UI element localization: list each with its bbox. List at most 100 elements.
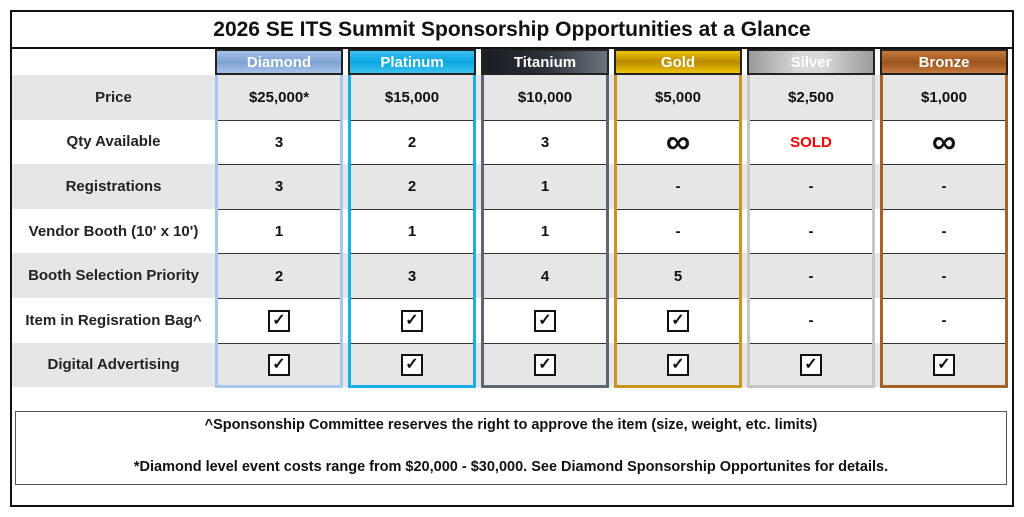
- row-label: Booth Selection Priority: [28, 267, 199, 285]
- row-label: Vendor Booth (10' x 10'): [28, 222, 199, 240]
- cell-value: -: [808, 267, 814, 285]
- cell-value: $2,500: [788, 88, 834, 106]
- table-cell: ✓: [617, 298, 739, 343]
- table-cell: ✓: [883, 342, 1005, 388]
- row-stripe: [12, 75, 1007, 120]
- table-cell: -: [750, 208, 872, 254]
- table-cell: ∞: [617, 119, 739, 165]
- table-cell: 1: [351, 208, 473, 254]
- table-cell: 1: [218, 208, 340, 254]
- row-label: Qty Available: [66, 133, 161, 151]
- row-stripe: [12, 253, 1007, 298]
- row-label: Digital Advertising: [47, 356, 180, 374]
- checkbox-checked-icon: ✓: [534, 354, 556, 377]
- table-cell: -: [750, 164, 872, 209]
- table-cell: $15,000: [351, 75, 473, 120]
- cell-value: 2: [274, 267, 284, 285]
- table-cell: 2: [351, 119, 473, 165]
- row-label: Price: [95, 88, 132, 106]
- tier-header: Platinum: [348, 49, 476, 75]
- footnote-item-bag: ^Sponsonship Committee reserves the righ…: [204, 417, 818, 433]
- cell-value: $25,000*: [248, 88, 310, 106]
- checkbox-checked-icon: ✓: [667, 309, 689, 332]
- table-cell: 3: [218, 119, 340, 165]
- table-cell: $5,000: [617, 75, 739, 120]
- table-cell: -: [883, 253, 1005, 298]
- table-cell: 3: [351, 253, 473, 298]
- checkbox-checked-icon: ✓: [800, 354, 822, 377]
- cell-value: -: [675, 178, 681, 196]
- checkbox-checked-icon: ✓: [401, 354, 423, 377]
- tier-column-diamond: Diamond $25,000* 3 3 1 2 ✓ ✓: [215, 49, 343, 388]
- table-cell: ✓: [617, 342, 739, 388]
- row-stripe: [12, 342, 1007, 388]
- cell-value: 4: [540, 267, 550, 285]
- table-cell: 3: [484, 119, 606, 165]
- table-cell: 1: [484, 164, 606, 209]
- cell-value: $1,000: [921, 88, 967, 106]
- tier-column-titanium: Titanium $10,000 3 1 1 4 ✓ ✓: [481, 49, 609, 388]
- table-cell: ✓: [218, 342, 340, 388]
- cell-value: 1: [540, 178, 550, 196]
- checkbox-checked-icon: ✓: [667, 354, 689, 377]
- cell-value: $5,000: [655, 88, 701, 106]
- table-cell: -: [750, 298, 872, 343]
- cell-value: 3: [540, 133, 550, 151]
- table-cell: ✓: [750, 342, 872, 388]
- table-cell: $2,500: [750, 75, 872, 120]
- footnotes-box: ^Sponsonship Committee reserves the righ…: [15, 411, 1007, 485]
- table-cell: ✓: [218, 298, 340, 343]
- table-cell: 1: [484, 208, 606, 254]
- table-cell: ✓: [484, 342, 606, 388]
- tier-column-bronze: Bronze $1,000 ∞ - - - - ✓: [880, 49, 1008, 388]
- tier-column-gold: Gold $5,000 ∞ - - 5 ✓ ✓: [614, 49, 742, 388]
- checkbox-checked-icon: ✓: [268, 354, 290, 377]
- cell-value: 2: [407, 178, 417, 196]
- tier-header: Titanium: [481, 49, 609, 75]
- table-cell: -: [750, 253, 872, 298]
- cell-value: $15,000: [384, 88, 440, 106]
- table-cell: -: [883, 208, 1005, 254]
- cell-value: 1: [407, 223, 417, 241]
- cell-value: 3: [407, 267, 417, 285]
- cell-value: -: [941, 312, 947, 330]
- cell-value: 1: [540, 223, 550, 241]
- cell-value: -: [808, 312, 814, 330]
- footnote-diamond-cost: *Diamond level event costs range from $2…: [133, 459, 889, 475]
- table-cell: -: [883, 164, 1005, 209]
- checkbox-checked-icon: ✓: [933, 354, 955, 377]
- table-cell: -: [617, 208, 739, 254]
- table-cell: $1,000: [883, 75, 1005, 120]
- table-cell: ∞: [883, 119, 1005, 165]
- cell-value: -: [675, 223, 681, 241]
- table-cell: $10,000: [484, 75, 606, 120]
- table-cell: 2: [351, 164, 473, 209]
- cell-value: -: [941, 267, 947, 285]
- cell-value: $10,000: [517, 88, 573, 106]
- cell-value: -: [941, 223, 947, 241]
- tier-header: Bronze: [880, 49, 1008, 75]
- cell-value: 2: [407, 133, 417, 151]
- tier-column-silver: Silver $2,500 SOLD - - - - ✓: [747, 49, 875, 388]
- infinity-icon: ∞: [931, 123, 957, 162]
- table-cell: ✓: [351, 342, 473, 388]
- table-cell: SOLD: [750, 119, 872, 165]
- table-cell: -: [617, 164, 739, 209]
- table-cell: 4: [484, 253, 606, 298]
- cell-value: -: [808, 178, 814, 196]
- cell-value: -: [808, 223, 814, 241]
- table-cell: ✓: [484, 298, 606, 343]
- checkbox-checked-icon: ✓: [401, 309, 423, 332]
- cell-value: 5: [673, 267, 683, 285]
- sold-badge: SOLD: [790, 133, 832, 151]
- tier-header: Silver: [747, 49, 875, 75]
- page-title: 2026 SE ITS Summit Sponsorship Opportuni…: [10, 10, 1014, 49]
- checkbox-checked-icon: ✓: [268, 309, 290, 332]
- cell-value: 3: [274, 178, 284, 196]
- table-cell: -: [883, 298, 1005, 343]
- table-cell: $25,000*: [218, 75, 340, 120]
- row-label: Registrations: [65, 177, 162, 195]
- tier-column-platinum: Platinum $15,000 2 2 1 3 ✓ ✓: [348, 49, 476, 388]
- checkbox-checked-icon: ✓: [534, 309, 556, 332]
- cell-value: 1: [274, 223, 284, 241]
